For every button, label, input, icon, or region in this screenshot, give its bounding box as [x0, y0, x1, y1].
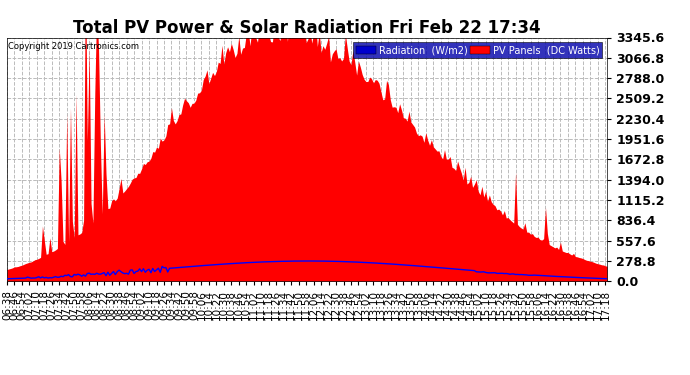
Legend: Radiation  (W/m2), PV Panels  (DC Watts): Radiation (W/m2), PV Panels (DC Watts)	[353, 42, 602, 58]
Title: Total PV Power & Solar Radiation Fri Feb 22 17:34: Total PV Power & Solar Radiation Fri Feb…	[73, 20, 541, 38]
Text: Copyright 2019 Cartronics.com: Copyright 2019 Cartronics.com	[8, 42, 139, 51]
